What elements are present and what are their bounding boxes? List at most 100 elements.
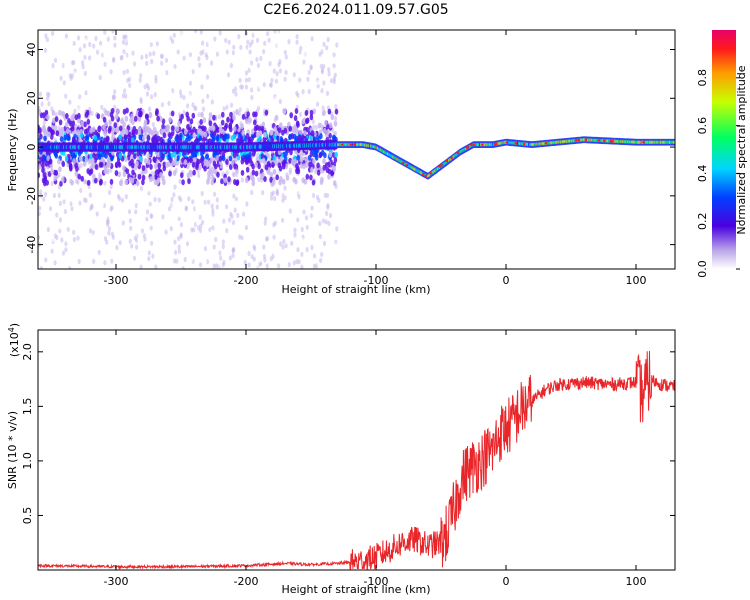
- noise-speckle: [133, 240, 137, 246]
- band-speckle: [144, 168, 148, 174]
- noise-speckle: [311, 119, 315, 125]
- band-speckle: [210, 179, 215, 186]
- noise-speckle: [53, 265, 58, 269]
- band-speckle: [110, 107, 115, 114]
- noise-speckle: [156, 52, 160, 58]
- noise-speckle: [268, 261, 272, 267]
- band-speckle: [110, 155, 114, 162]
- band-speckle: [291, 127, 296, 133]
- band-speckle: [189, 118, 194, 125]
- band-speckle: [159, 128, 164, 135]
- band-speckle: [156, 115, 160, 122]
- noise-speckle: [64, 93, 68, 99]
- noise-speckle: [98, 174, 103, 180]
- band-speckle: [43, 175, 47, 182]
- noise-speckle: [129, 60, 133, 66]
- band-speckle: [42, 155, 47, 162]
- noise-speckle: [273, 195, 277, 202]
- noise-speckle: [274, 96, 278, 102]
- band-speckle: [209, 170, 214, 176]
- noise-speckle: [230, 213, 234, 219]
- noise-speckle: [227, 39, 231, 45]
- noise-speckle: [219, 92, 223, 98]
- noise-speckle: [232, 193, 236, 199]
- noise-speckle: [82, 221, 86, 227]
- band-speckle: [157, 168, 161, 175]
- noise-speckle: [55, 212, 59, 218]
- noise-speckle: [51, 63, 55, 69]
- band-speckle: [214, 163, 218, 170]
- noise-speckle: [176, 106, 181, 112]
- noise-speckle: [238, 107, 242, 113]
- noise-speckle: [69, 33, 73, 39]
- noise-speckle: [327, 71, 331, 77]
- noise-speckle: [284, 54, 288, 60]
- noise-speckle: [205, 54, 209, 61]
- noise-speckle: [145, 209, 150, 215]
- band-speckle: [156, 177, 161, 184]
- noise-speckle: [288, 167, 293, 173]
- band-speckle: [59, 136, 64, 143]
- band-speckle: [183, 159, 188, 166]
- band-speckle: [70, 179, 74, 186]
- noise-speckle: [126, 222, 130, 228]
- band-speckle: [208, 112, 213, 119]
- band-speckle: [91, 158, 95, 165]
- noise-speckle: [124, 37, 128, 44]
- noise-speckle: [94, 35, 98, 42]
- band-speckle: [165, 161, 169, 168]
- noise-speckle: [307, 69, 311, 75]
- band-speckle: [309, 109, 314, 116]
- band-speckle: [302, 163, 306, 170]
- noise-speckle: [213, 60, 217, 67]
- noise-speckle: [53, 57, 58, 63]
- band-speckle: [192, 132, 197, 139]
- band-speckle: [245, 158, 250, 165]
- band-speckle: [51, 117, 56, 124]
- noise-speckle: [240, 201, 245, 207]
- noise-speckle: [173, 239, 177, 245]
- band-speckle: [53, 125, 58, 131]
- band-speckle: [130, 137, 135, 144]
- noise-speckle: [292, 217, 296, 224]
- band-speckle: [314, 154, 319, 161]
- band-speckle: [104, 152, 108, 159]
- band-speckle: [118, 125, 123, 132]
- band-speckle: [251, 128, 255, 135]
- band-speckle: [146, 134, 151, 141]
- noise-speckle: [140, 54, 144, 60]
- noise-speckle: [154, 240, 158, 246]
- band-speckle: [322, 158, 326, 165]
- noise-speckle: [197, 112, 201, 118]
- noise-speckle: [144, 53, 148, 59]
- band-speckle: [159, 115, 163, 122]
- spectrogram-marks: [38, 30, 675, 269]
- band-speckle: [240, 158, 245, 165]
- noise-speckle: [238, 77, 242, 83]
- band-speckle: [114, 113, 119, 120]
- noise-speckle: [42, 196, 46, 202]
- band-speckle: [92, 173, 96, 180]
- noise-speckle: [247, 77, 251, 83]
- band-speckle: [327, 108, 332, 115]
- band-speckle: [328, 122, 333, 129]
- band-speckle: [86, 168, 90, 175]
- band-speckle: [153, 157, 157, 164]
- noise-speckle: [146, 187, 151, 193]
- band-speckle: [85, 133, 90, 140]
- noise-speckle: [92, 258, 96, 264]
- noise-speckle: [58, 200, 63, 207]
- noise-speckle: [72, 51, 76, 57]
- band-speckle: [54, 169, 59, 176]
- noise-speckle: [318, 233, 322, 240]
- noise-speckle: [152, 50, 156, 57]
- noise-speckle: [252, 244, 256, 250]
- noise-speckle: [164, 247, 168, 254]
- noise-speckle: [231, 171, 235, 177]
- noise-speckle: [264, 216, 268, 222]
- noise-speckle: [247, 104, 251, 110]
- noise-speckle: [327, 220, 331, 226]
- noise-speckle: [303, 97, 307, 103]
- band-speckle: [179, 132, 183, 139]
- noise-speckle: [227, 263, 231, 269]
